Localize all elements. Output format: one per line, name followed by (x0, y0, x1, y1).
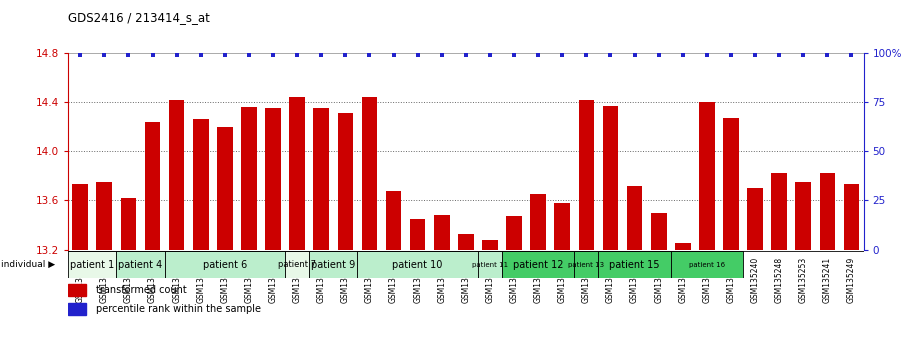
Point (121, 52, 135, 58)
Bar (598, 251, 671, 278)
Text: patient 9: patient 9 (311, 259, 355, 270)
Point (483, 52, 497, 58)
Bar (554, 203, 570, 250)
Bar (530, 194, 546, 250)
Bar (337, 113, 354, 250)
Point (844, 52, 859, 58)
Point (362, 52, 376, 58)
Bar (651, 213, 666, 250)
Bar (603, 106, 618, 250)
Point (338, 52, 353, 58)
Bar (506, 216, 522, 250)
Point (724, 52, 738, 58)
Bar (289, 97, 305, 250)
Bar (482, 240, 498, 250)
Text: patient 12: patient 12 (513, 259, 564, 270)
Point (217, 52, 232, 58)
Text: patient 10: patient 10 (393, 259, 443, 270)
Bar (285, 251, 309, 278)
Point (435, 52, 449, 58)
Bar (68, 251, 116, 278)
Bar (68, 303, 85, 315)
Text: transformed count: transformed count (96, 285, 186, 295)
Text: patient 13: patient 13 (568, 262, 604, 268)
Bar (193, 119, 208, 250)
Bar (68, 284, 85, 296)
Bar (309, 251, 357, 278)
Point (290, 52, 305, 58)
Bar (362, 97, 377, 250)
Bar (747, 188, 763, 250)
Text: patient 15: patient 15 (609, 259, 660, 270)
Bar (795, 182, 811, 250)
Text: patient 16: patient 16 (689, 262, 725, 268)
Text: GDS2416 / 213414_s_at: GDS2416 / 213414_s_at (68, 11, 210, 24)
Point (194, 52, 208, 58)
Bar (385, 191, 402, 250)
Point (772, 52, 786, 58)
Bar (675, 244, 691, 250)
Bar (217, 127, 233, 250)
Bar (578, 100, 594, 250)
Point (169, 52, 184, 58)
Bar (626, 186, 643, 250)
Point (265, 52, 280, 58)
Bar (410, 219, 425, 250)
Bar (502, 251, 574, 278)
Bar (116, 251, 165, 278)
Point (820, 52, 834, 58)
Point (604, 52, 618, 58)
Point (314, 52, 328, 58)
Bar (265, 108, 281, 250)
Bar (458, 234, 474, 250)
Point (410, 52, 425, 58)
Point (796, 52, 811, 58)
Text: patient 11: patient 11 (472, 262, 508, 268)
Point (555, 52, 570, 58)
Bar (820, 173, 835, 250)
Point (748, 52, 763, 58)
Point (579, 52, 594, 58)
Bar (574, 251, 598, 278)
Bar (434, 215, 450, 250)
Point (507, 52, 522, 58)
Point (145, 52, 160, 58)
Text: patient 7: patient 7 (278, 260, 316, 269)
Point (73, 52, 87, 58)
Point (458, 52, 473, 58)
Text: individual ▶: individual ▶ (1, 260, 55, 269)
Bar (145, 122, 160, 250)
Bar (699, 102, 714, 250)
Bar (314, 108, 329, 250)
Point (531, 52, 545, 58)
Bar (844, 184, 859, 250)
Bar (671, 251, 743, 278)
Text: percentile rank within the sample: percentile rank within the sample (96, 304, 261, 314)
Bar (121, 198, 136, 250)
Bar (169, 100, 185, 250)
Bar (241, 107, 256, 250)
Text: patient 6: patient 6 (203, 259, 247, 270)
Point (386, 52, 401, 58)
Point (652, 52, 666, 58)
Point (675, 52, 690, 58)
Bar (357, 251, 478, 278)
Bar (772, 173, 787, 250)
Point (700, 52, 714, 58)
Point (242, 52, 256, 58)
Bar (724, 118, 739, 250)
Text: patient 4: patient 4 (118, 259, 163, 270)
Bar (96, 182, 112, 250)
Bar (478, 251, 502, 278)
Point (627, 52, 642, 58)
Bar (165, 251, 285, 278)
Point (97, 52, 112, 58)
Bar (73, 184, 88, 250)
Text: patient 1: patient 1 (70, 259, 115, 270)
